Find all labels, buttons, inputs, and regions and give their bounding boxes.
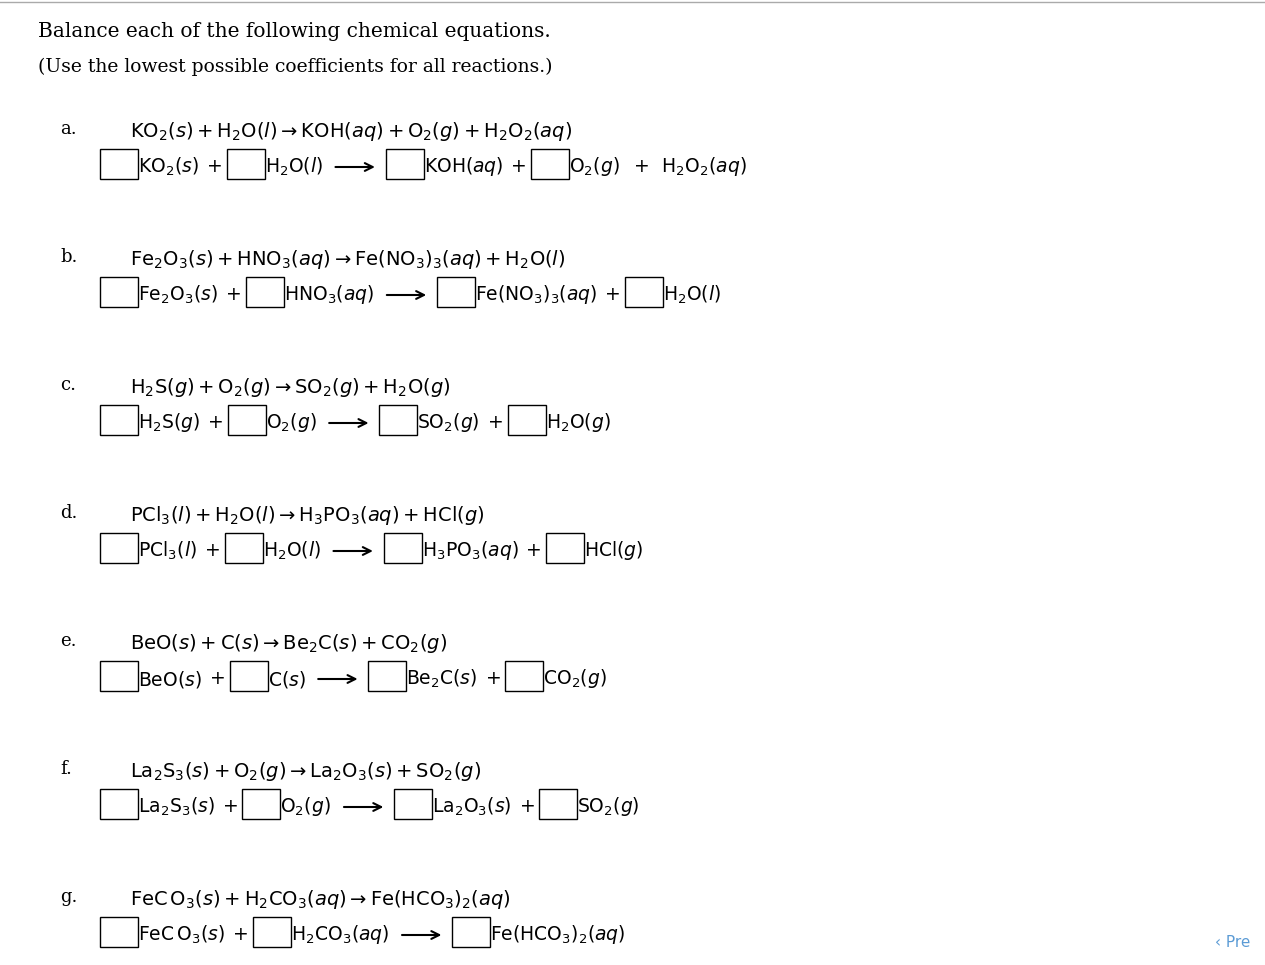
Bar bbox=[383, 533, 421, 563]
Text: c.: c. bbox=[59, 376, 76, 394]
Text: Balance each of the following chemical equations.: Balance each of the following chemical e… bbox=[38, 22, 550, 41]
Text: $\mathrm{H_2S}(g)$: $\mathrm{H_2S}(g)$ bbox=[138, 411, 200, 434]
Text: $\mathrm{H_2O}(l)$: $\mathrm{H_2O}(l)$ bbox=[663, 284, 721, 306]
Text: $\mathrm{Fe(HCO_3)_2}(aq)$: $\mathrm{Fe(HCO_3)_2}(aq)$ bbox=[491, 924, 626, 947]
Text: $\mathrm{O_2}(g)$: $\mathrm{O_2}(g)$ bbox=[266, 411, 316, 434]
Text: $\mathrm{Be_2C}(s)$: $\mathrm{Be_2C}(s)$ bbox=[406, 668, 478, 690]
Bar bbox=[253, 917, 291, 947]
Text: b.: b. bbox=[59, 248, 77, 266]
Text: $\mathrm{KOH}(aq)$: $\mathrm{KOH}(aq)$ bbox=[424, 155, 503, 179]
Bar bbox=[546, 533, 584, 563]
Text: $+$: $+$ bbox=[202, 414, 225, 432]
Bar bbox=[100, 788, 138, 818]
Text: $\mathrm{Fe_2O_3}(s) + \mathrm{HNO_3}(aq) \rightarrow \mathrm{Fe(NO_3)_3}(aq) + : $\mathrm{Fe_2O_3}(s) + \mathrm{HNO_3}(aq… bbox=[130, 248, 565, 271]
Bar bbox=[100, 533, 138, 563]
Text: $+$: $+$ bbox=[201, 158, 225, 176]
Text: $\mathrm{PCl_3}(l)$: $\mathrm{PCl_3}(l)$ bbox=[138, 539, 197, 563]
Bar bbox=[228, 404, 266, 434]
Text: $+$: $+$ bbox=[204, 670, 228, 688]
Bar bbox=[226, 149, 264, 179]
Text: e.: e. bbox=[59, 632, 76, 650]
Text: $+$: $+$ bbox=[216, 798, 240, 816]
Bar bbox=[380, 404, 417, 434]
Text: $+$: $+$ bbox=[505, 158, 529, 176]
Bar bbox=[531, 149, 569, 179]
Text: a.: a. bbox=[59, 120, 77, 138]
Text: $\mathrm{H_2O}(l)$: $\mathrm{H_2O}(l)$ bbox=[263, 539, 321, 563]
Text: $\mathrm{H_2CO_3}(aq)$: $\mathrm{H_2CO_3}(aq)$ bbox=[291, 924, 390, 947]
Bar bbox=[395, 788, 433, 818]
Bar bbox=[100, 660, 138, 691]
Text: g.: g. bbox=[59, 888, 77, 906]
Text: $+$: $+$ bbox=[520, 542, 544, 560]
Text: $\mathrm{La_2S_3}(s) + \mathrm{O_2}(g) \rightarrow \mathrm{La_2O_3}(s) + \mathrm: $\mathrm{La_2S_3}(s) + \mathrm{O_2}(g) \… bbox=[130, 760, 481, 783]
Text: $+$: $+$ bbox=[226, 926, 250, 944]
Bar bbox=[506, 660, 544, 691]
Bar bbox=[229, 660, 268, 691]
Text: $\mathrm{Fe_2O_3}(s)$: $\mathrm{Fe_2O_3}(s)$ bbox=[138, 284, 218, 306]
Text: $\mathrm{FeC\,O_3}(s) + \mathrm{H_2CO_3}(aq) \rightarrow \mathrm{Fe(HCO_3)_2}(aq: $\mathrm{FeC\,O_3}(s) + \mathrm{H_2CO_3}… bbox=[130, 888, 511, 911]
Text: $\mathrm{SO_2}(g)$: $\mathrm{SO_2}(g)$ bbox=[577, 795, 640, 818]
Bar bbox=[386, 149, 424, 179]
Text: $\mathrm{KO_2}(s)$: $\mathrm{KO_2}(s)$ bbox=[138, 156, 199, 179]
Bar bbox=[368, 660, 406, 691]
Bar bbox=[245, 277, 283, 307]
Text: $\mathrm{SO_2}(g)$: $\mathrm{SO_2}(g)$ bbox=[417, 411, 479, 434]
Text: $+$: $+$ bbox=[220, 286, 244, 304]
Text: $+$: $+$ bbox=[199, 542, 223, 560]
Text: $\mathrm{H_3PO_3}(aq)$: $\mathrm{H_3PO_3}(aq)$ bbox=[421, 539, 519, 563]
Text: $+$: $+$ bbox=[600, 286, 622, 304]
Text: $\mathrm{KO_2}(s) + \mathrm{H_2O}(l) \rightarrow \mathrm{KOH}(aq) + \mathrm{O_2}: $\mathrm{KO_2}(s) + \mathrm{H_2O}(l) \ri… bbox=[130, 120, 572, 143]
Text: $+$: $+$ bbox=[479, 670, 503, 688]
Bar bbox=[100, 404, 138, 434]
Bar bbox=[539, 788, 577, 818]
Text: $\mathrm{HCl}(g)$: $\mathrm{HCl}(g)$ bbox=[584, 539, 644, 563]
Text: $\mathrm{CO_2}(g)$: $\mathrm{CO_2}(g)$ bbox=[544, 668, 607, 691]
Text: $\mathrm{FeC\,O_3}(s)$: $\mathrm{FeC\,O_3}(s)$ bbox=[138, 924, 225, 946]
Text: $\mathrm{BeO}(s)$: $\mathrm{BeO}(s)$ bbox=[138, 669, 202, 690]
Bar bbox=[507, 404, 545, 434]
Text: (Use the lowest possible coefficients for all reactions.): (Use the lowest possible coefficients fo… bbox=[38, 58, 553, 76]
Text: $+$  $\mathrm{H_2O_2}(aq)$: $+$ $\mathrm{H_2O_2}(aq)$ bbox=[621, 155, 746, 179]
Bar bbox=[243, 788, 281, 818]
Text: $+$: $+$ bbox=[514, 798, 538, 816]
Text: $\mathrm{La_2O_3}(s)$: $\mathrm{La_2O_3}(s)$ bbox=[433, 796, 512, 818]
Text: $\mathrm{BeO}(s) + \mathrm{C}(s) \rightarrow \mathrm{Be_2C}(s) + \mathrm{CO_2}(g: $\mathrm{BeO}(s) + \mathrm{C}(s) \righta… bbox=[130, 632, 447, 655]
Text: $+$: $+$ bbox=[482, 414, 506, 432]
Text: $\mathrm{C}(s)$: $\mathrm{C}(s)$ bbox=[268, 669, 305, 690]
Bar bbox=[100, 149, 138, 179]
Text: $\mathrm{O_2}(g)$: $\mathrm{O_2}(g)$ bbox=[281, 795, 331, 818]
Bar bbox=[625, 277, 663, 307]
Text: $\mathrm{HNO_3}(aq)$: $\mathrm{HNO_3}(aq)$ bbox=[283, 284, 374, 307]
Text: ‹ Pre: ‹ Pre bbox=[1214, 935, 1250, 950]
Text: $\mathrm{PCl_3}(l) + \mathrm{H_2O}(l) \rightarrow \mathrm{H_3PO_3}(aq) + \mathrm: $\mathrm{PCl_3}(l) + \mathrm{H_2O}(l) \r… bbox=[130, 504, 484, 527]
Text: $\mathrm{La_2S_3}(s)$: $\mathrm{La_2S_3}(s)$ bbox=[138, 796, 215, 818]
Text: $\mathrm{Fe(NO_3)_3}(aq)$: $\mathrm{Fe(NO_3)_3}(aq)$ bbox=[476, 284, 597, 307]
Text: $\mathrm{H_2S}(g) + \mathrm{O_2}(g) \rightarrow \mathrm{SO_2}(g) + \mathrm{H_2O}: $\mathrm{H_2S}(g) + \mathrm{O_2}(g) \rig… bbox=[130, 376, 450, 399]
Bar bbox=[436, 277, 476, 307]
Text: $\mathrm{H_2O}(l)$: $\mathrm{H_2O}(l)$ bbox=[264, 156, 323, 179]
Text: f.: f. bbox=[59, 760, 72, 778]
Text: $\mathrm{O_2}(g)$: $\mathrm{O_2}(g)$ bbox=[569, 155, 620, 179]
Bar bbox=[452, 917, 491, 947]
Text: $\mathrm{H_2O}(g)$: $\mathrm{H_2O}(g)$ bbox=[545, 411, 611, 434]
Bar bbox=[100, 917, 138, 947]
Text: d.: d. bbox=[59, 504, 77, 522]
Bar bbox=[100, 277, 138, 307]
Bar bbox=[225, 533, 263, 563]
